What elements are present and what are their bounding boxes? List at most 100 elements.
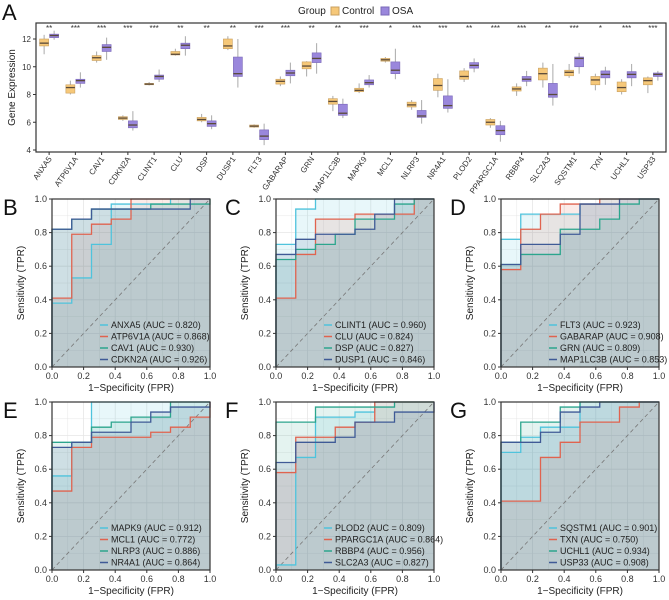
y-axis-label: Gene Expression [7,49,18,126]
significance-label: *** [438,24,447,33]
x-tick-label: 1.0 [204,371,217,381]
legend-label: CDKN2A (AUC = 0.926) [111,355,207,365]
x-tick-label: 0.2 [77,371,90,381]
y-tick-label: 0.4 [258,498,271,508]
roc-curve-1 [500,401,659,570]
box-control-MAP1LC3B [328,95,338,112]
y-tick-label: 0.4 [258,295,271,305]
box-control-UCHL1 [616,79,627,95]
x-tick-label: 0.6 [590,371,603,381]
legend-label: MAP1LC3B (AUC = 0.853) [560,355,667,365]
diagonal-reference-line [500,401,660,571]
box [590,76,601,86]
y-tick-label: 0.0 [483,362,496,372]
x-tick-label: 0.6 [141,574,154,584]
box-osa-GABARAP [285,62,296,84]
x-tick-label: 0.0 [495,574,508,584]
x-tick-label: ANXA5 [31,155,54,182]
plot-area [35,22,667,153]
legend-label: TXN (AUC = 0.750) [560,535,638,545]
significance-label: ** [309,24,315,33]
box-osa-GRN [311,43,322,74]
box-control-MCL1 [380,57,391,63]
diagonal-reference-line [500,198,660,368]
x-tick-label: CLU [168,155,185,173]
legend-label: USP33 (AUC = 0.908) [560,558,649,568]
legend-label: ATP6V1A (AUC = 0.868) [111,332,210,342]
x-tick-label: DSP [194,155,211,174]
y-tick-label: 0.8 [34,228,47,238]
box-control-NLRP3 [406,100,417,110]
significance-label: ** [545,24,551,33]
box [259,129,269,140]
x-tick-label: 0.4 [109,371,122,381]
y-axis-label: Sensitivity (TPR) [240,449,251,523]
y-tick-label: 1.0 [258,194,271,204]
box [128,120,138,129]
panel-e: E 0.00.0 0.2 0.2 0.4 0.4 0.6 0.6 0.8 0.8 1.0 1.0 1−S… [3,397,216,597]
y-tick-label: 0.6 [258,261,271,271]
box [548,83,558,98]
significance-label: ** [46,24,52,33]
y-tick-label: 8 [27,91,32,100]
y-tick-label: 0.4 [34,295,47,305]
box-osa-NLRP3 [416,100,427,124]
y-tick-label: 0.0 [483,565,496,575]
x-tick-label: 0.2 [301,574,314,584]
legend-label: UCHL1 (AUC = 0.934) [560,546,650,556]
x-tick-label: 0.8 [396,574,409,584]
panel-d: D 0.00.0 0.2 0.2 0.4 0.4 0.6 0.6 0.8 0.8 1.0 1.0 1−S… [450,194,667,394]
box [616,81,627,93]
legend-label: DUSP1 (AUC = 0.846) [335,355,425,365]
significance-label: *** [281,24,290,33]
box-control-NR4A1 [433,73,443,98]
box [154,74,164,80]
box-osa-CAV1 [101,37,112,60]
panel-letter: E [3,398,18,423]
panel-f: F 0.00.0 0.2 0.2 0.4 0.4 0.6 0.6 0.8 0.8 1.0 1.0 1−S… [225,397,443,597]
significance-label: *** [412,24,421,33]
x-tick-label: MAP1LC3B [311,155,342,194]
significance-label: ** [335,24,341,33]
legend-label: CAV1 (AUC = 0.930) [111,343,194,353]
x-axis-label: 1−Specificity (FPR) [537,586,623,597]
box-osa-USP33 [653,70,663,81]
x-axis-label: 1−Specificity (FPR) [88,383,174,394]
box [390,61,401,74]
y-tick-label: 1.0 [483,194,496,204]
roc-curve-1 [51,198,210,367]
x-tick-label: NLRP3 [399,155,421,182]
box [301,61,312,70]
box [311,52,322,63]
legend-label-osa: OSA [392,6,413,17]
x-tick-label: FLT3 [246,155,264,175]
box-control-PPARGC1A [485,118,496,128]
y-tick-label: 4 [27,146,32,155]
x-tick-label: GABARAP [260,155,290,192]
panel-letter: D [450,195,466,220]
x-tick-label: SQSTM1 [553,155,580,188]
legend: CLINT1 (AUC = 0.960) CLU (AUC = 0.824)DSP… [324,320,426,365]
box [75,78,86,84]
box-control-ATP6V1A [65,80,76,95]
box-control-ANXA5 [39,34,49,55]
diagonal-reference-line [275,198,435,368]
box-osa-MCL1 [390,48,401,80]
y-tick-label: 0.2 [483,531,496,541]
box-osa-ATP6V1A [75,72,86,88]
x-tick-label: 0.2 [77,574,90,584]
x-tick-label: CDKN2A [107,154,133,186]
x-tick-label: DUSP1 [215,155,238,182]
legend: Group Control OSA [298,6,413,17]
y-tick-label: 0.8 [483,431,496,441]
significance-label: *** [97,24,106,33]
y-tick-label: 0.0 [258,362,271,372]
panel-c: C 0.00.0 0.2 0.2 0.4 0.4 0.6 0.6 0.8 0.8 1.0 1.0 1−S… [225,194,440,394]
box-control-CDKN2A [118,115,128,121]
box-osa-PLOD2 [469,58,479,73]
x-tick-label: 0.6 [365,574,378,584]
panel-letter-a: A [2,0,17,25]
significance-label: *** [491,24,500,33]
x-tick-label: CAV1 [87,155,106,177]
